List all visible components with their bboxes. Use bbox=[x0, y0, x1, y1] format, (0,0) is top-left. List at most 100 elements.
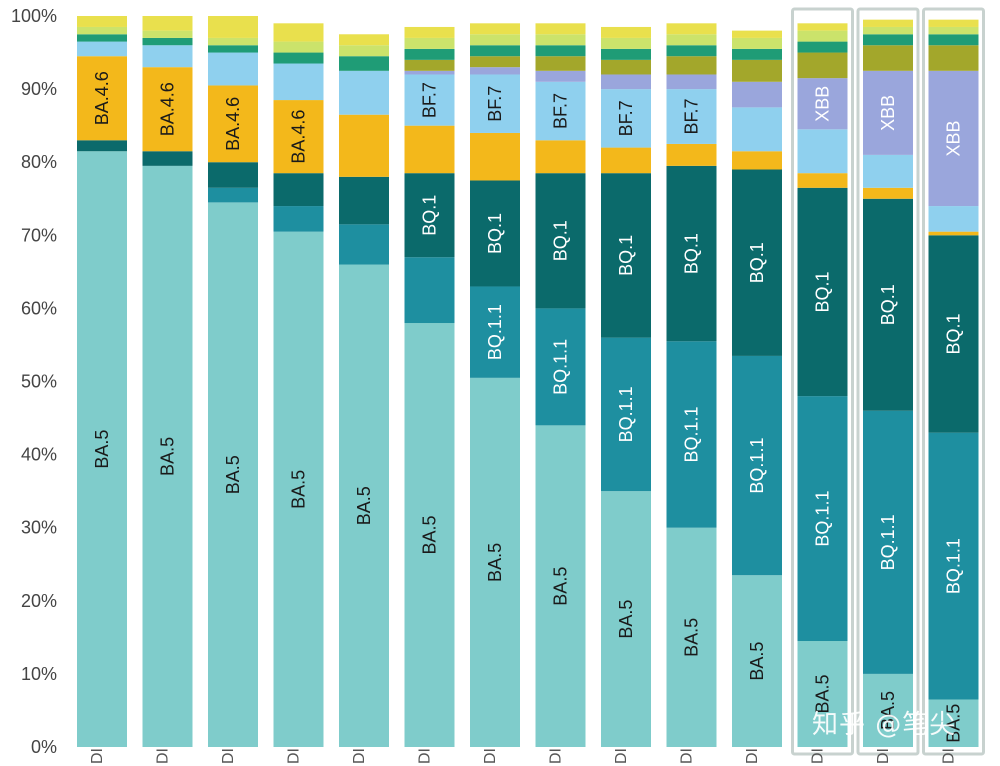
bar-segment bbox=[77, 26, 127, 35]
y-tick-label: 50% bbox=[21, 372, 57, 392]
segment-label: BQ.1 bbox=[944, 313, 964, 354]
bar-segment bbox=[404, 59, 455, 71]
bar-segment bbox=[797, 52, 848, 79]
segment-label: BA.5 bbox=[92, 430, 112, 469]
bar-segment bbox=[404, 323, 455, 747]
segment-label: BA.4.6 bbox=[223, 97, 243, 151]
bar-segment bbox=[863, 34, 913, 46]
bar-segment bbox=[273, 63, 324, 101]
bar-segment bbox=[732, 59, 782, 82]
segment-label: BQ.1.1 bbox=[813, 491, 833, 547]
segment-label: XBB bbox=[878, 95, 898, 131]
bar-segment bbox=[928, 432, 979, 700]
bar-segment bbox=[273, 100, 324, 174]
bar-segment bbox=[404, 173, 455, 258]
x-tick-label: DI bbox=[941, 748, 958, 764]
segment-label: BA.5 bbox=[551, 567, 571, 606]
bar-segment bbox=[535, 140, 586, 174]
bar-segment bbox=[273, 52, 324, 64]
bar-segment bbox=[732, 355, 782, 576]
bar-segment bbox=[863, 154, 913, 188]
bar-segment bbox=[208, 45, 258, 53]
y-tick-label: 30% bbox=[21, 518, 57, 538]
bar-segment bbox=[666, 143, 717, 166]
segment-label: BA.4.6 bbox=[158, 82, 178, 136]
bar-segment bbox=[666, 34, 717, 46]
segment-label: BF.7 bbox=[485, 86, 505, 122]
segment-label: BQ.1 bbox=[420, 195, 440, 236]
bar-segment bbox=[142, 16, 193, 31]
bar-segment bbox=[470, 34, 520, 46]
bar-segment bbox=[928, 70, 979, 207]
bar-segment bbox=[404, 70, 455, 75]
segment-label: BA.5 bbox=[223, 455, 243, 494]
bar-segment bbox=[928, 699, 979, 747]
segment-label: XBB bbox=[944, 120, 964, 156]
bar-segment bbox=[863, 26, 913, 35]
segment-label: BF.7 bbox=[616, 100, 636, 136]
segment-label: BQ.1.1 bbox=[485, 304, 505, 360]
bar-segment bbox=[601, 74, 651, 90]
x-tick-label: DI bbox=[810, 748, 827, 764]
bar-segment bbox=[732, 151, 782, 170]
segment-label: BA.5 bbox=[878, 691, 898, 730]
bar-segment bbox=[470, 23, 520, 35]
bar-segment bbox=[404, 26, 455, 38]
x-tick-label: DI bbox=[482, 748, 499, 764]
bar-segment bbox=[142, 37, 193, 46]
bar-segment bbox=[797, 641, 848, 747]
bar-segment bbox=[732, 169, 782, 356]
segment-label: BQ.1 bbox=[485, 213, 505, 254]
bar-segment bbox=[797, 30, 848, 42]
bar-segment bbox=[404, 257, 455, 324]
bar-segment bbox=[208, 162, 258, 188]
segment-label: BQ.1.1 bbox=[878, 514, 898, 570]
bar-segment bbox=[601, 26, 651, 38]
bar-segment bbox=[732, 37, 782, 49]
bar-segment bbox=[863, 45, 913, 71]
bar-segment bbox=[339, 34, 389, 46]
bar-segment bbox=[77, 41, 127, 57]
bar-segment bbox=[666, 527, 717, 747]
segment-label: XBB bbox=[813, 86, 833, 122]
bar-segment bbox=[208, 85, 258, 163]
segment-label: BA.5 bbox=[747, 642, 767, 681]
bar-segment bbox=[404, 37, 455, 49]
x-tick-label: DI bbox=[220, 748, 237, 764]
bar-segment bbox=[601, 491, 651, 747]
bar-segment bbox=[666, 89, 717, 144]
bar-segment bbox=[142, 30, 193, 38]
segment-label: BA.5 bbox=[354, 486, 374, 525]
bar-segment bbox=[142, 165, 193, 748]
bar-segment bbox=[797, 23, 848, 31]
segment-label: BF.7 bbox=[682, 98, 702, 134]
bar-segment bbox=[797, 41, 848, 53]
segment-label: BQ.1.1 bbox=[747, 438, 767, 494]
bar-segment bbox=[208, 37, 258, 46]
segment-label: BA.4.6 bbox=[289, 110, 309, 164]
bar-segment bbox=[273, 173, 324, 207]
bar-segment bbox=[732, 30, 782, 38]
bar-segment bbox=[928, 206, 979, 232]
bar-segment bbox=[666, 74, 717, 90]
x-tick-label: DI bbox=[613, 748, 630, 764]
bar-segment bbox=[601, 147, 651, 174]
y-tick-label: 40% bbox=[21, 445, 57, 465]
bar-segment bbox=[339, 114, 389, 177]
watermark: 知乎 @笔尖 bbox=[812, 710, 957, 740]
bar-segment bbox=[208, 16, 258, 38]
bar-segment bbox=[666, 56, 717, 75]
bar-segment bbox=[535, 81, 586, 141]
bar-segment bbox=[601, 37, 651, 49]
x-tick-label: DI bbox=[351, 748, 368, 764]
bar-segment bbox=[666, 341, 717, 528]
bar-segment bbox=[77, 56, 127, 141]
bar-segment bbox=[797, 129, 848, 174]
segment-label: BQ.1.1 bbox=[551, 339, 571, 395]
bar-segment bbox=[535, 23, 586, 35]
bar-segment bbox=[339, 56, 389, 71]
bar-segment bbox=[928, 19, 979, 27]
segment-label: BA.5 bbox=[813, 674, 833, 713]
segment-label: BA.5 bbox=[682, 618, 702, 657]
